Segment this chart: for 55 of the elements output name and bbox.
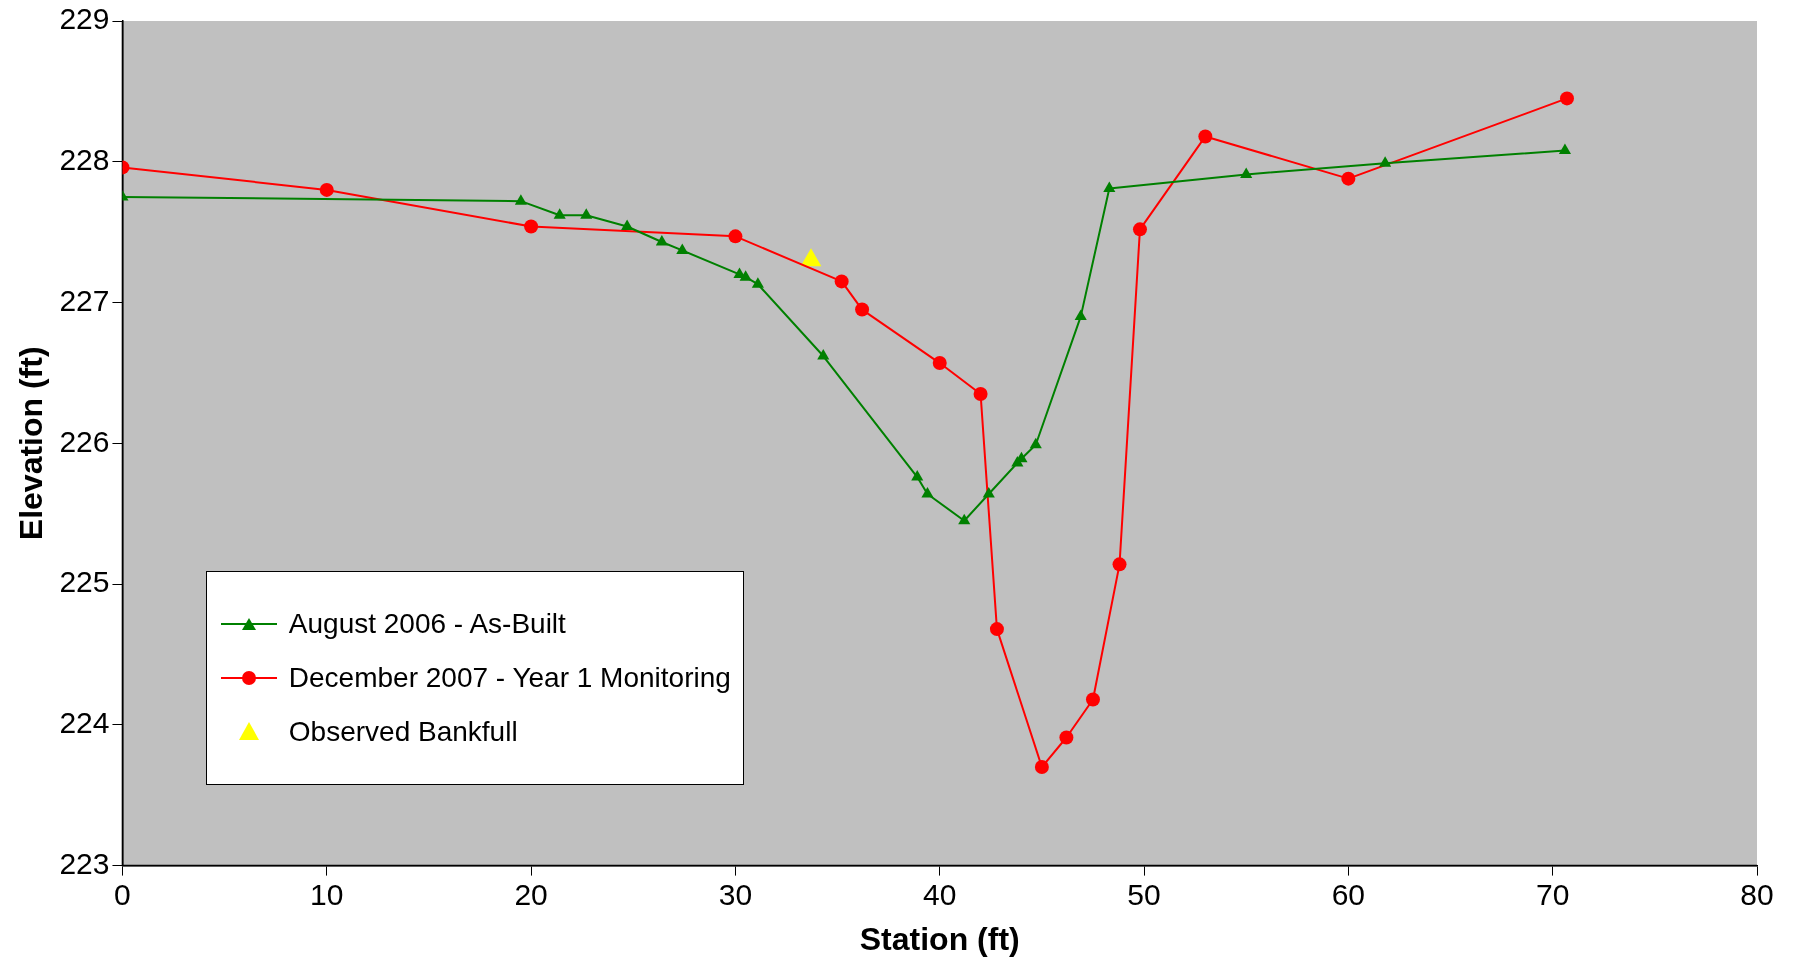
x-tick-label: 20 (514, 877, 548, 911)
point (1074, 309, 1087, 321)
point (958, 513, 971, 525)
point (989, 622, 1004, 637)
point (1558, 143, 1571, 155)
y-axis-title: Elevation (ft) (13, 346, 50, 541)
point (751, 277, 764, 288)
point (553, 208, 566, 219)
x-axis-title: Station (ft) (859, 920, 1020, 957)
point (973, 387, 988, 402)
x-tick-label: 10 (310, 877, 344, 911)
point (817, 349, 830, 360)
x-tick-label: 70 (1535, 877, 1570, 911)
x-tick-label: 40 (923, 877, 957, 911)
point (1341, 171, 1356, 186)
point (982, 486, 995, 498)
x-tick-label: 80 (1740, 877, 1774, 911)
point (1559, 91, 1574, 106)
y-tick-label: 227 (59, 283, 110, 317)
point (911, 470, 924, 481)
x-tick-label: 60 (1331, 877, 1366, 911)
y-tick-label: 224 (59, 706, 110, 740)
legend-label: Observed Bankfull (288, 715, 518, 748)
point (1112, 557, 1127, 572)
point (1379, 156, 1392, 167)
point (580, 208, 593, 219)
point (1085, 692, 1100, 707)
y-tick-label: 229 (59, 2, 110, 36)
x-tick-label: 0 (114, 877, 131, 911)
point (1029, 437, 1042, 449)
point (1103, 181, 1116, 193)
point (1132, 222, 1147, 237)
point (1240, 167, 1253, 178)
x-tick-label: 50 (1127, 877, 1161, 911)
legend-label: August 2006 - As-Built (288, 607, 566, 640)
point (514, 194, 527, 205)
point (1034, 760, 1049, 775)
legend-label: December 2007 - Year 1 Monitoring (288, 661, 731, 694)
y-tick-label: 226 (59, 424, 110, 458)
y-tick-label: 228 (59, 143, 110, 177)
point (834, 274, 849, 289)
point (524, 219, 539, 234)
point (655, 235, 668, 246)
point (739, 270, 752, 281)
x-tick-label: 30 (718, 877, 753, 911)
point (676, 243, 689, 254)
point (800, 248, 822, 267)
point (728, 229, 743, 244)
point (855, 302, 870, 317)
point (1198, 129, 1213, 144)
y-tick-label: 223 (59, 846, 110, 880)
point (1059, 730, 1074, 745)
y-tick-label: 225 (59, 565, 110, 599)
point (932, 356, 947, 371)
point (319, 182, 334, 197)
